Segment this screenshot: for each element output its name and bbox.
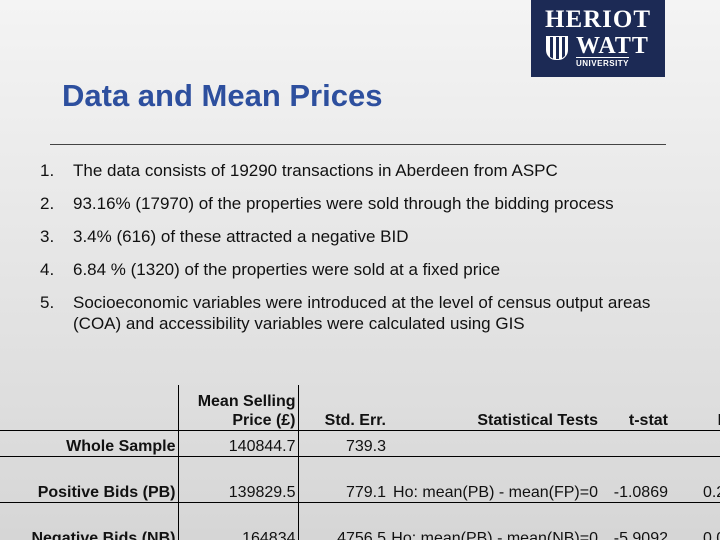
table-cell: -5.9092: [613, 530, 668, 540]
item-text: 93.16% (17970) of the properties were so…: [73, 194, 614, 213]
table-cell: [388, 430, 600, 457]
table-cell: Ho: mean(PB) - mean(FP)=0: [388, 456, 600, 503]
table-cell: 140844.7: [178, 430, 299, 457]
table-cell: 4756.5: [337, 530, 386, 540]
results-table: Mean Selling Price (£) Std. Err. Statistic…: [0, 385, 720, 540]
table-cell: Whole Sample: [0, 430, 179, 457]
header-cell: P>t: [670, 385, 720, 431]
table-row: Negative Bids (NB) 164834 4756.5 Ho: mean(P…: [0, 502, 720, 540]
item-text: The data consists of 19290 transactions …: [73, 161, 558, 180]
table-cell: Positive Bids (PB): [0, 456, 179, 503]
table-row: Positive Bids (PB) 139829.5 779.1 Ho: mean(…: [0, 456, 720, 503]
header-cell: Std. Err.: [298, 385, 388, 431]
bullet-list: 1. The data consists of 19290 transaction…: [40, 148, 690, 334]
table-cell: 0.000: [702, 530, 720, 540]
table-cell: 139829.5: [178, 456, 299, 503]
table-cell: 739.3: [298, 430, 388, 457]
table-cell: [670, 430, 720, 457]
table-cell: 779.1: [298, 456, 388, 503]
header-cell: [0, 385, 179, 431]
table-cell: 0.277: [670, 456, 720, 503]
table-row: Whole Sample 140844.7 739.3: [0, 430, 720, 457]
item-number: 4.: [40, 260, 55, 279]
header-cell: t-stat: [600, 385, 670, 431]
header-cell: Mean Selling Price (£): [178, 385, 299, 431]
list-item: 2. 93.16% (17970) of the properties were …: [40, 193, 690, 214]
table-cell: [600, 430, 670, 457]
header-row: Mean Selling Price (£) Std. Err. Statistic…: [0, 385, 720, 431]
slide-title: Data and Mean Prices: [62, 78, 383, 113]
logo: HERIOT WATT UNIVERSITY: [531, 0, 665, 77]
list-item: 4. 6.84 % (1320) of the properties were s…: [40, 259, 690, 280]
logo-word: UNIVERSITY: [576, 57, 630, 68]
item-text: Socioeconomic variables were introduced …: [73, 293, 651, 333]
item-number: 1.: [40, 161, 55, 180]
table-wrap: Mean Selling Price (£) Std. Err. Statistic…: [0, 385, 720, 540]
item-number: 2.: [40, 194, 55, 213]
table-cell: Negative Bids (NB): [0, 502, 179, 540]
table-cell: -1.0869: [600, 456, 670, 503]
item-text: 6.84 % (1320) of the properties were sol…: [73, 260, 501, 279]
list-item: 3. 3.4% (616) of these attracted a negati…: [40, 226, 690, 247]
title-rule: [50, 144, 666, 145]
header-cell: Statistical Tests: [388, 385, 600, 431]
logo-word: WATT: [576, 33, 649, 59]
list-item: 1. The data consists of 19290 transaction…: [40, 160, 690, 181]
crest: [546, 36, 568, 60]
table-cell: 164834: [178, 502, 299, 540]
table-cell: Ho: mean(PB) - mean(NB)=0: [391, 530, 598, 540]
logo-word: HERIOT: [545, 6, 652, 33]
item-text: 3.4% (616) of these attracted a negative…: [73, 227, 409, 246]
item-number: 3.: [40, 227, 55, 246]
list-item: 5. Socioeconomic variables were introduce…: [40, 292, 690, 334]
item-number: 5.: [40, 293, 55, 312]
